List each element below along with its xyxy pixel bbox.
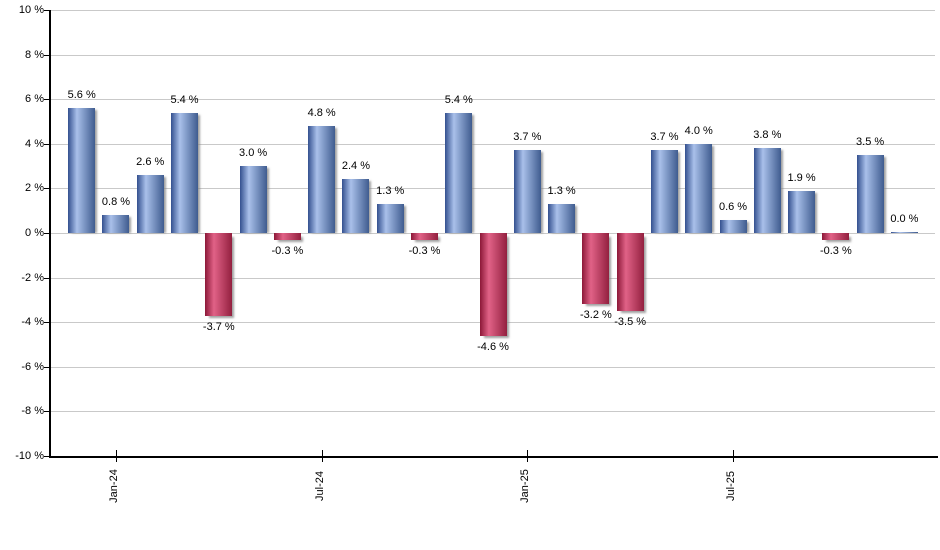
y-axis-tick: [44, 143, 50, 145]
x-axis-line: [49, 456, 938, 458]
y-axis-tick: [44, 322, 50, 324]
gridline: [50, 366, 935, 368]
bar-Dec-25: [890, 231, 918, 233]
y-axis-tick: [44, 411, 50, 413]
bar-value-label: 5.6 %: [67, 89, 96, 102]
bar-value-label: -0.3 %: [271, 244, 304, 257]
bar-value-label: -3.7 %: [202, 320, 235, 333]
bar-value-label: 1.3 %: [547, 185, 576, 197]
bar-Sep-25: [788, 190, 816, 233]
y-axis-tick: [44, 366, 50, 368]
x-tick-label: Jan-25: [519, 469, 532, 503]
y-axis-line: [49, 10, 51, 457]
gridline: [50, 54, 935, 56]
bar-Aug-24: [342, 179, 370, 233]
y-tick-label: 4 %: [25, 137, 44, 150]
bar-May-25: [650, 150, 678, 233]
bar-value-label: -3.5 %: [614, 316, 647, 329]
x-axis-tick: [115, 450, 117, 462]
bar-value-label: -0.3 %: [819, 244, 852, 257]
bar-Aug-25: [753, 148, 781, 233]
y-tick-label: 8 %: [25, 48, 44, 61]
bar-value-label: 3.7 %: [650, 131, 679, 144]
bar-value-label: 2.6 %: [136, 156, 165, 169]
bar-value-label: -4.6 %: [477, 340, 509, 353]
bar-Dec-24: [479, 233, 507, 336]
bar-Oct-24: [411, 233, 438, 240]
bar-Jan-24: [102, 215, 130, 233]
y-tick-label: -2 %: [21, 271, 44, 284]
y-axis-tick: [44, 99, 50, 101]
bar-value-label: 5.4 %: [444, 93, 473, 106]
y-axis-tick: [44, 54, 50, 56]
y-axis-tick: [44, 456, 50, 457]
y-tick-label: -8 %: [21, 405, 44, 418]
bar-value-label: 3.5 %: [856, 135, 885, 148]
bar-Mar-25: [582, 233, 610, 305]
bar-Jun-24: [273, 233, 301, 240]
bar-Oct-25: [822, 233, 850, 240]
bar-Apr-25: [616, 233, 644, 312]
y-tick-label: 6 %: [25, 93, 44, 106]
x-tick-label: Jul-24: [313, 471, 326, 501]
y-axis-tick: [44, 233, 50, 234]
bar-value-label: 3.8 %: [753, 129, 782, 142]
y-tick-label: 2 %: [25, 182, 44, 195]
x-axis-tick: [321, 450, 323, 462]
bar-value-label: 2.4 %: [341, 160, 371, 173]
gridline: [50, 10, 935, 11]
bar-Nov-25: [856, 154, 884, 233]
bar-value-label: 1.9 %: [787, 171, 816, 184]
bar-Jan-25: [513, 150, 541, 233]
x-tick-label: Jan-24: [107, 469, 120, 503]
bar-value-label: 4.0 %: [684, 124, 713, 137]
bar-value-label: -0.3 %: [408, 244, 441, 257]
bar-Jul-24: [308, 125, 336, 233]
y-tick-label: -4 %: [21, 316, 44, 329]
y-tick-label: 0 %: [25, 227, 44, 239]
bar-value-label: 0.8 %: [101, 196, 131, 209]
bar-value-label: 5.4 %: [170, 93, 199, 106]
gridline: [50, 99, 935, 101]
bar-Feb-25: [548, 204, 576, 233]
gridline: [50, 411, 935, 413]
bar-Jul-25: [719, 219, 747, 233]
gridline: [50, 188, 935, 190]
bar-Sep-24: [376, 204, 404, 233]
bar-Mar-24: [171, 112, 199, 233]
bar-value-label: 1.3 %: [376, 185, 405, 197]
bar-value-label: 0.0 %: [890, 212, 919, 225]
bar-value-label: 3.7 %: [513, 131, 542, 144]
x-axis-tick: [733, 450, 735, 462]
bar-Apr-24: [205, 233, 233, 316]
y-axis-tick: [44, 10, 50, 11]
bar-May-24: [239, 166, 267, 233]
y-tick-label: -6 %: [21, 360, 44, 373]
y-tick-label: 10 %: [18, 4, 44, 16]
gridline: [50, 143, 935, 145]
bar-Nov-24: [445, 112, 473, 233]
bar-value-label: 0.6 %: [718, 200, 748, 213]
y-axis-tick: [44, 188, 50, 190]
bar-value-label: 4.8 %: [307, 106, 336, 119]
y-tick-label: -10 %: [15, 450, 44, 462]
y-axis-tick: [44, 277, 50, 279]
bar-Jun-25: [685, 143, 713, 233]
x-axis-tick: [527, 450, 529, 462]
x-tick-label: Jul-25: [725, 471, 738, 501]
bar-Feb-24: [136, 175, 164, 233]
bar-value-label: 3.0 %: [239, 147, 268, 160]
bar-Dec-23: [68, 108, 96, 233]
bar-value-label: -3.2 %: [579, 309, 612, 322]
